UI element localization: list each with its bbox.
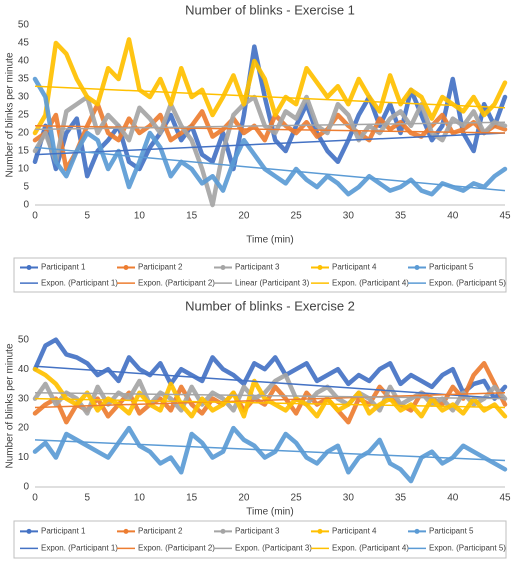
legend: Participant 1 Participant 2 Participant 3 P… — [13, 520, 507, 559]
legend-box — [13, 520, 507, 559]
x-tick-label: 40 — [447, 493, 459, 504]
legend-label: Participant 1 — [41, 263, 86, 272]
legend-marker — [220, 265, 226, 271]
legend-label: Expon. (Participant 4) — [332, 278, 409, 287]
x-tick-label: 25 — [291, 493, 303, 504]
legend-label: Participant 4 — [332, 526, 377, 535]
legend-marker — [220, 528, 226, 534]
x-axis-title: Time (min) — [246, 507, 293, 518]
legend-label: Participant 5 — [429, 263, 474, 272]
y-axis-title: Number of blinks per minute — [5, 343, 16, 468]
series-line — [32, 366, 508, 419]
legend-label: Expon. (Participant 1) — [41, 543, 118, 552]
legend-label: Expon. (Participant 4) — [332, 543, 409, 552]
legend-marker — [26, 528, 32, 534]
x-tick-label: 5 — [84, 211, 90, 222]
y-tick-label: 0 — [23, 482, 29, 493]
y-tick-label: 40 — [18, 364, 30, 375]
legend-marker — [317, 528, 323, 534]
y-tick-label: 10 — [18, 164, 30, 175]
y-tick-label: 5 — [23, 182, 29, 193]
x-tick-label: 5 — [84, 493, 90, 504]
series-line — [32, 44, 508, 179]
x-tick-label: 0 — [32, 493, 38, 504]
y-tick-label: 50 — [18, 334, 30, 345]
y-axis-title: Number of blinks per minute — [5, 52, 16, 177]
x-tick-label: 30 — [343, 211, 355, 222]
x-tick-label: 0 — [32, 211, 38, 222]
legend-label: Participant 5 — [429, 526, 474, 535]
chart: Number of blinks - Exercise 1 Number of b… — [5, 2, 511, 293]
trend-line — [34, 365, 506, 400]
legend-marker — [414, 528, 420, 534]
trend-line — [34, 391, 506, 409]
legend-label: Expon. (Participant 1) — [41, 278, 118, 287]
x-tick-label: 45 — [499, 211, 511, 222]
y-tick-label: 45 — [18, 38, 30, 49]
y-tick-label: 10 — [18, 452, 30, 463]
x-tick-label: 30 — [343, 493, 355, 504]
trend-line — [34, 121, 506, 131]
x-axis-title: Time (min) — [246, 235, 293, 246]
chart-title: Number of blinks - Exercise 1 — [185, 2, 355, 17]
legend-label: Participant 2 — [138, 263, 183, 272]
x-tick-label: 20 — [238, 493, 250, 504]
legend: Participant 1 Participant 2 Participant 3 P… — [13, 257, 507, 293]
legend-label: Participant 1 — [41, 526, 86, 535]
y-tick-label: 30 — [18, 92, 30, 103]
trend-line — [34, 146, 506, 192]
y-tick-label: 0 — [23, 200, 29, 211]
legend-label: Participant 4 — [332, 263, 377, 272]
series-line — [32, 425, 508, 484]
legend-label: Expon. (Participant 2) — [138, 278, 215, 287]
trend-line — [34, 397, 506, 409]
x-tick-label: 15 — [186, 211, 198, 222]
y-tick-label: 35 — [18, 74, 30, 85]
trend-line — [34, 125, 506, 134]
x-tick-label: 10 — [134, 211, 146, 222]
x-tick-label: 10 — [134, 493, 146, 504]
legend-marker — [26, 265, 32, 271]
legend-marker — [123, 528, 129, 534]
series-line — [32, 372, 508, 416]
x-tick-label: 35 — [395, 493, 407, 504]
series-line — [32, 76, 508, 197]
legend-label: Expon. (Participant 2) — [138, 543, 215, 552]
x-tick-label: 40 — [447, 211, 459, 222]
y-tick-label: 25 — [18, 110, 30, 121]
legend-label: Participant 3 — [235, 263, 280, 272]
x-tick-label: 45 — [499, 493, 511, 504]
y-tick-label: 50 — [18, 20, 30, 31]
y-tick-label: 30 — [18, 393, 30, 404]
series-line — [32, 337, 508, 401]
y-tick-label: 15 — [18, 146, 30, 157]
legend-marker — [414, 265, 420, 271]
legend-label: Expon. (Participant 5) — [429, 278, 506, 287]
legend-label: Participant 2 — [138, 526, 183, 535]
legend-label: Expon. (Participant 5) — [429, 543, 506, 552]
legend-box — [13, 257, 507, 293]
legend-label: Linear (Participant 3) — [235, 278, 310, 287]
trend-line — [34, 85, 506, 109]
x-tick-label: 15 — [186, 493, 198, 504]
legend-marker — [317, 265, 323, 271]
chart-title: Number of blinks - Exercise 2 — [185, 298, 355, 313]
legend-marker — [123, 265, 129, 271]
trend-line — [34, 439, 506, 462]
trend-line — [34, 391, 506, 400]
x-tick-label: 20 — [238, 211, 250, 222]
y-tick-label: 20 — [18, 423, 30, 434]
y-tick-label: 20 — [18, 128, 30, 139]
legend-label: Participant 3 — [235, 526, 280, 535]
legend-label: Expon. (Participant 3) — [235, 543, 312, 552]
x-tick-label: 25 — [291, 211, 303, 222]
trend-line — [34, 132, 506, 156]
x-tick-label: 35 — [395, 211, 407, 222]
chart: Number of blinks - Exercise 2 Number of b… — [5, 298, 511, 559]
y-tick-label: 40 — [18, 56, 30, 67]
